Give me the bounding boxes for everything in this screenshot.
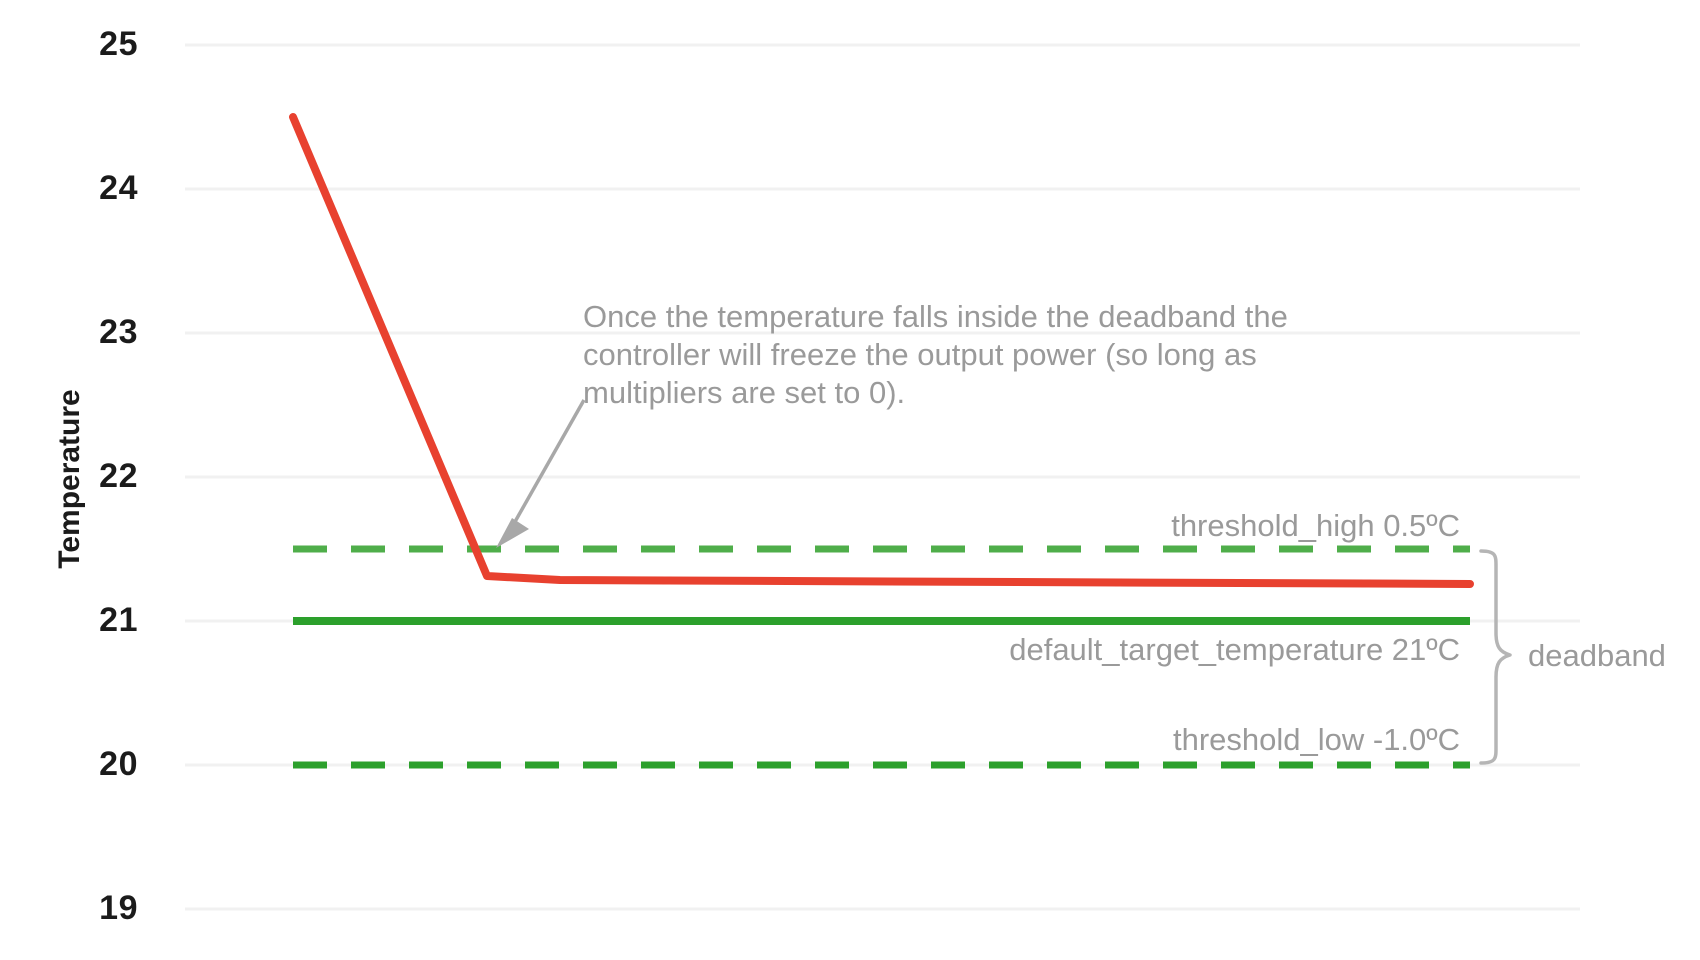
default-target-temperature-label: default_target_temperature 21ºC [1009, 632, 1460, 667]
threshold-low-label: threshold_low -1.0ºC [1172, 722, 1460, 757]
deadband-brace [1479, 549, 1512, 765]
deadband-note-line-3: multipliers are set to 0). [583, 375, 906, 410]
y-tick-24: 24 [99, 169, 138, 207]
deadband-note-line-1: Once the temperature falls inside the de… [583, 299, 1288, 334]
measured-temperature-line [289, 113, 1474, 588]
y-tick-23: 23 [99, 313, 138, 351]
y-tick-22: 22 [99, 457, 138, 495]
gridlines [185, 43, 1580, 911]
threshold-high-label: threshold_high 0.5ºC [1171, 508, 1460, 543]
y-tick-21: 21 [99, 601, 138, 639]
annotation-arrow [496, 399, 586, 548]
y-tick-20: 20 [99, 745, 138, 783]
deadband-note-line-2: controller will freeze the output power … [583, 337, 1257, 372]
y-tick-25: 25 [99, 25, 138, 63]
y-tick-19: 19 [99, 889, 138, 927]
deadband-bracket-label: deadband [1528, 638, 1666, 673]
